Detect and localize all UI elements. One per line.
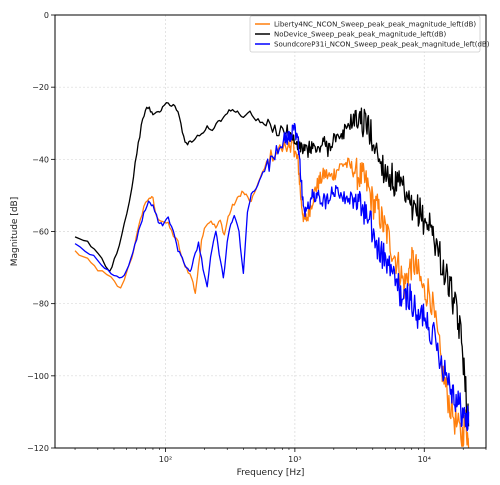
y-axis-label: Magnitude [dB] bbox=[10, 197, 20, 266]
x-tick-label: 10² bbox=[159, 455, 172, 464]
y-tick-label: −80 bbox=[32, 300, 49, 309]
y-tick-label: −100 bbox=[27, 372, 49, 381]
x-tick-label: 10⁴ bbox=[418, 455, 431, 464]
y-tick-label: 0 bbox=[44, 11, 49, 20]
series-line-1 bbox=[74, 102, 470, 427]
y-tick-label: −20 bbox=[32, 83, 49, 92]
legend-entry-0: Liberty4NC_NCON_Sweep_peak_peak_magnitud… bbox=[274, 21, 476, 29]
series-line-0 bbox=[74, 134, 470, 448]
legend-entry-2: SoundcoreP31i_NCON_Sweep_peak_peak_magni… bbox=[274, 41, 490, 49]
ticks: 10² 10³ 10⁴ 0 −20 −40 −60 −80 −100 −120 bbox=[27, 11, 487, 464]
y-tick-label: −120 bbox=[27, 444, 49, 453]
y-tick-label: −60 bbox=[32, 228, 49, 237]
x-axis-label: Frequency [Hz] bbox=[237, 468, 305, 478]
legend: Liberty4NC_NCON_Sweep_peak_peak_magnitud… bbox=[249, 15, 490, 53]
y-tick-label: −40 bbox=[32, 155, 49, 164]
x-tick-label: 10³ bbox=[288, 455, 301, 464]
grid bbox=[55, 14, 486, 449]
series-layer bbox=[74, 102, 470, 448]
legend-box bbox=[249, 15, 481, 53]
legend-entry-1: NoDevice_Sweep_peak_peak_magnitude_left(… bbox=[274, 31, 447, 39]
series-line-2 bbox=[74, 122, 470, 432]
